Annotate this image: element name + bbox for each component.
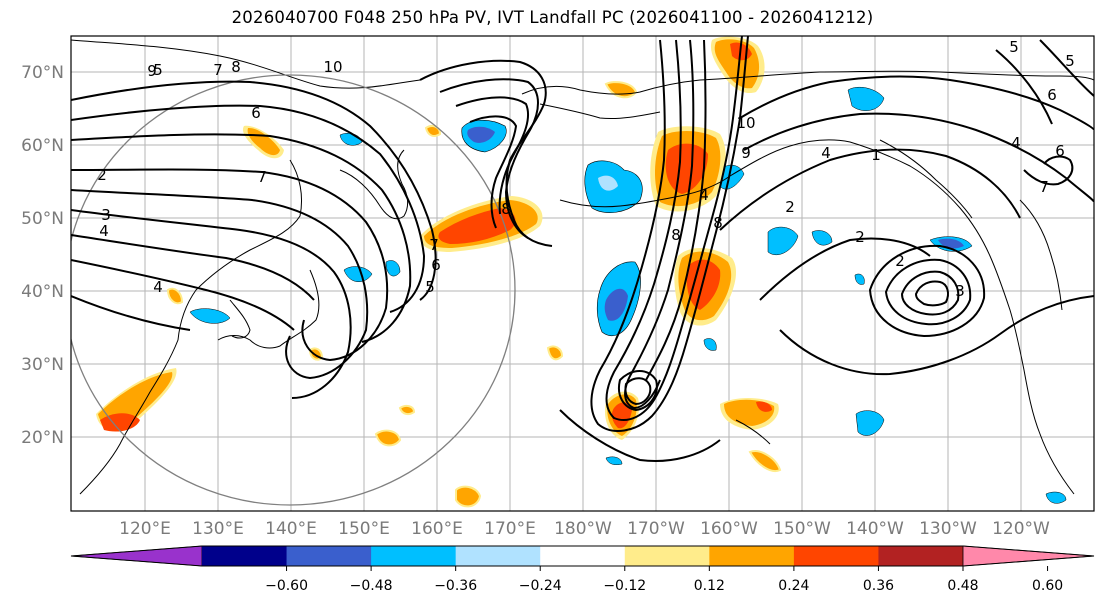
contour-label: 2 — [97, 166, 107, 184]
contour-label: 1 — [871, 146, 881, 164]
contour-label: 4 — [153, 278, 163, 296]
contour-label: 2 — [895, 252, 905, 270]
pv-positive-shading — [96, 36, 782, 508]
contour-label: 7 — [257, 168, 267, 186]
colorbar-tick-label: −0.24 — [519, 578, 562, 594]
contour-label: 5 — [425, 278, 435, 296]
lat-label: 50°N — [21, 209, 64, 229]
contour-label: 4 — [99, 222, 109, 240]
longitude-labels: 120°E 130°E 140°E 150°E 160°E 170°E 180°W 170°W… — [119, 519, 1050, 539]
colorbar-extend-min — [70, 545, 203, 567]
contour-label: 8 — [501, 200, 511, 218]
contour-label: 8 — [231, 58, 241, 76]
contour-label: 3 — [101, 206, 111, 224]
colorbar-extend-max — [962, 545, 1095, 567]
colorbar-segment — [793, 546, 879, 566]
contour-label: 6 — [431, 256, 441, 274]
colorbar: −0.60 −0.48 −0.36 −0.24 −0.12 0.12 0.24 0.36 0.4… — [70, 545, 1095, 594]
contour-label: 8 — [713, 214, 723, 232]
colorbar-segment — [878, 546, 964, 566]
colorbar-tick-label: 0.48 — [947, 578, 978, 594]
colorbar-tick-label: −0.48 — [350, 578, 393, 594]
lat-label: 70°N — [21, 63, 64, 83]
lat-label: 20°N — [21, 428, 64, 448]
contour-label: 10 — [323, 58, 342, 76]
contour-label: 9 — [741, 144, 751, 162]
map-title: 2026040700 F048 250 hPa PV, IVT Landfall… — [231, 8, 874, 27]
lon-label: 170°E — [484, 519, 536, 539]
lon-label: 170°W — [627, 519, 685, 539]
colorbar-tick-label: 0.12 — [694, 578, 725, 594]
lon-label: 130°W — [919, 519, 977, 539]
contour-label: 3 — [955, 282, 965, 300]
colorbar-segment — [624, 546, 710, 566]
colorbar-tick-label: −0.36 — [434, 578, 477, 594]
contour-label: 2 — [785, 198, 795, 216]
lon-label: 120°E — [119, 519, 171, 539]
lon-label: 140°W — [846, 519, 904, 539]
contour-label: 10 — [736, 114, 755, 132]
contour-label: 4 — [1011, 134, 1021, 152]
map-frame — [70, 35, 1095, 512]
lon-label: 150°E — [338, 519, 390, 539]
contour-label: 2 — [855, 228, 865, 246]
colorbar-segment — [540, 546, 626, 566]
pv-contours — [71, 36, 1094, 462]
colorbar-segment — [371, 546, 457, 566]
colorbar-tick-label: 0.24 — [778, 578, 809, 594]
contour-label: 7 — [213, 61, 223, 79]
colorbar-segment — [455, 546, 541, 566]
lon-label: 160°E — [411, 519, 463, 539]
lon-label: 130°E — [192, 519, 244, 539]
coastlines — [71, 39, 1094, 495]
lon-label: 140°E — [265, 519, 317, 539]
colorbar-tick-label: −0.60 — [265, 578, 308, 594]
latitude-labels: 70°N 60°N 50°N 40°N 30°N 20°N — [21, 63, 64, 448]
contour-label: 5 — [1009, 38, 1019, 56]
contour-label: 5 — [1065, 52, 1075, 70]
contour-label: 4 — [699, 186, 709, 204]
colorbar-tick-label: 0.60 — [1032, 578, 1063, 594]
colorbar-tick-label: −0.12 — [603, 578, 646, 594]
contour-label: 9 — [147, 62, 157, 80]
colorbar-tick-label: 0.36 — [863, 578, 894, 594]
lat-label: 40°N — [21, 282, 64, 302]
lon-label: 150°W — [773, 519, 831, 539]
landfall-radius-circle — [71, 74, 516, 506]
lon-label: 120°W — [992, 519, 1050, 539]
contour-label: 6 — [1055, 142, 1065, 160]
contour-label: 5 — [153, 61, 163, 79]
colorbar-segment — [709, 546, 795, 566]
contour-label: 7 — [429, 236, 439, 254]
colorbar-segment — [202, 546, 288, 566]
gridlines — [71, 36, 1094, 511]
lon-label: 180°W — [554, 519, 612, 539]
contour-label: 6 — [251, 104, 261, 122]
contour-label: 4 — [821, 144, 831, 162]
contour-label: 7 — [1039, 178, 1049, 196]
contour-label: 6 — [1047, 86, 1057, 104]
lat-label: 30°N — [21, 355, 64, 375]
colorbar-segment — [286, 546, 372, 566]
colorbar-outline — [70, 545, 1095, 567]
lat-label: 60°N — [21, 136, 64, 156]
lon-label: 160°W — [700, 519, 758, 539]
contour-label: 8 — [671, 226, 681, 244]
